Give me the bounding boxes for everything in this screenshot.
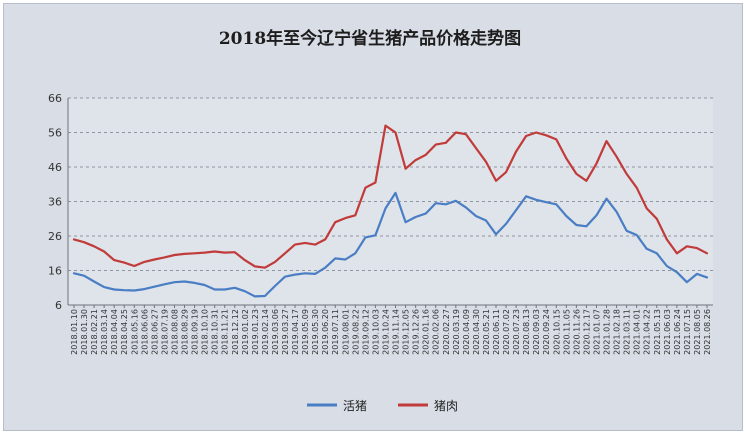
x-tick-label: 2021.01.28 xyxy=(603,309,612,355)
chart-title: 2018年至今辽宁省生猪产品价格走势图 xyxy=(218,29,522,49)
x-tick-label: 2020.02.27 xyxy=(442,309,451,355)
x-tick-label: 2020.08.13 xyxy=(522,309,531,355)
x-tick-label: 2019.08.01 xyxy=(341,309,350,355)
x-tick-label: 2020.09.03 xyxy=(532,309,541,355)
x-tick-label: 2020.11.26 xyxy=(572,309,581,355)
x-tick-label: 2020.10.15 xyxy=(552,309,561,355)
x-tick-label: 2018.04.04 xyxy=(110,309,119,355)
x-tick-label: 2018.06.06 xyxy=(140,309,149,355)
x-tick-label: 2018.03.14 xyxy=(100,309,109,355)
x-tick-label: 2020.07.02 xyxy=(502,309,511,355)
x-tick-label: 2020.12.17 xyxy=(582,309,591,355)
x-tick-label: 2018.11.21 xyxy=(221,309,230,355)
x-tick-label: 2018.10.31 xyxy=(211,309,220,355)
x-tick-label: 2019.01.02 xyxy=(241,309,250,355)
x-tick-label: 2018.02.21 xyxy=(90,309,99,355)
x-tick-label: 2018.01.10 xyxy=(70,309,79,355)
x-tick-label: 2021.08.05 xyxy=(693,309,702,355)
x-tick-label: 2019.05.30 xyxy=(311,309,320,355)
x-tick-label: 2020.02.06 xyxy=(432,309,441,355)
x-tick-label: 2018.01.30 xyxy=(80,309,89,355)
x-tick-label: 2020.04.09 xyxy=(462,309,471,355)
x-tick-label: 2021.01.07 xyxy=(592,309,601,355)
y-tick-label: 36 xyxy=(48,196,62,209)
x-tick-label: 2021.06.03 xyxy=(663,309,672,355)
series-lines xyxy=(72,124,709,298)
y-tick-label: 16 xyxy=(48,265,62,278)
x-tick-label: 2019.06.20 xyxy=(321,309,330,355)
y-tick-label: 46 xyxy=(48,161,62,174)
x-tick-label: 2018.08.08 xyxy=(170,309,179,355)
x-tick-label: 2018.07.19 xyxy=(160,309,169,355)
x-tick-label: 2021.04.22 xyxy=(643,309,652,355)
x-tick-label: 2019.03.27 xyxy=(281,309,290,355)
x-tick-label: 2019.01.23 xyxy=(251,309,260,355)
x-tick-label: 2019.03.06 xyxy=(271,309,280,355)
x-tick-label: 2020.05.21 xyxy=(482,309,491,355)
x-tick-label: 2021.02.18 xyxy=(613,309,622,355)
x-tick-label: 2019.04.17 xyxy=(291,309,300,355)
x-tick-label: 2020.07.23 xyxy=(512,309,521,355)
x-tick-label: 2019.12.05 xyxy=(402,309,411,355)
x-tick-label: 2021.03.11 xyxy=(623,309,632,355)
y-axis-ticks: 6 16 26 36 46 56 66 xyxy=(48,92,62,312)
series-line xyxy=(72,124,709,269)
y-tick-label: 66 xyxy=(48,92,62,105)
x-tick-label: 2018.06.27 xyxy=(150,309,159,355)
x-tick-label: 2019.11.14 xyxy=(392,309,401,355)
legend: 活猪 猪肉 xyxy=(307,399,458,413)
x-tick-label: 2020.01.16 xyxy=(422,309,431,355)
x-tick-label: 2019.02.14 xyxy=(261,309,270,355)
x-tick-label: 2019.09.12 xyxy=(361,309,370,355)
x-tick-label: 2020.03.19 xyxy=(452,309,461,355)
gridlines xyxy=(67,97,713,306)
x-tick-label: 2018.12.12 xyxy=(231,309,240,355)
x-tick-label: 2020.04.30 xyxy=(472,309,481,355)
x-tick-label: 2019.08.22 xyxy=(351,309,360,355)
x-axis-ticks: 2018.01.10 2018.01.30 2018.02.21 2018.03.14… xyxy=(70,305,712,355)
x-tick-label: 2020.11.05 xyxy=(562,309,571,355)
x-tick-label: 2021.06.24 xyxy=(673,309,682,355)
x-tick-label: 2018.05.16 xyxy=(130,309,139,355)
x-tick-label: 2019.12.26 xyxy=(412,309,421,355)
y-tick-label: 6 xyxy=(55,299,62,312)
y-tick-label: 26 xyxy=(48,230,62,243)
x-tick-label: 2019.05.09 xyxy=(301,309,310,355)
x-tick-label: 2021.08.26 xyxy=(703,309,712,355)
x-tick-label: 2021.07.15 xyxy=(683,309,692,355)
x-tick-label: 2018.09.19 xyxy=(191,309,200,355)
x-tick-label: 2021.05.13 xyxy=(653,309,662,355)
x-tick-label: 2020.06.11 xyxy=(492,309,501,355)
x-tick-label: 2019.07.11 xyxy=(331,309,340,355)
x-tick-label: 2018.08.29 xyxy=(181,309,190,355)
x-tick-label: 2018.04.25 xyxy=(120,309,129,355)
y-tick-label: 56 xyxy=(48,127,62,140)
x-tick-label: 2019.10.24 xyxy=(381,309,390,355)
x-tick-label: 2021.04.01 xyxy=(633,309,642,355)
x-tick-label: 2019.10.03 xyxy=(371,309,380,355)
legend-label: 猪肉 xyxy=(434,399,458,413)
x-tick-label: 2020.09.24 xyxy=(542,309,551,355)
series-line xyxy=(72,191,709,298)
legend-label: 活猪 xyxy=(343,399,367,413)
x-tick-label: 2018.10.10 xyxy=(201,309,210,355)
